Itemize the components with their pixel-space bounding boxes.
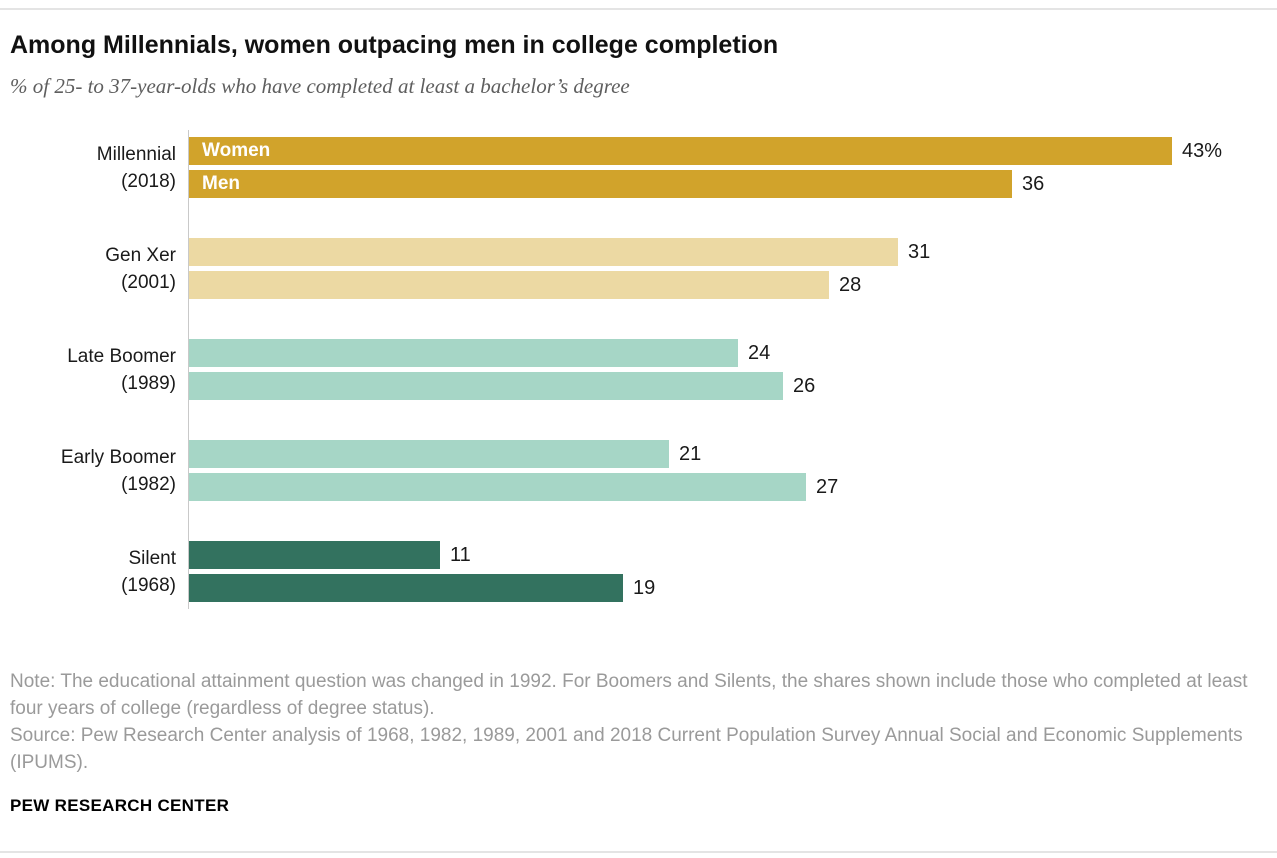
brand-footer: PEW RESEARCH CENTER — [10, 796, 230, 815]
bar-value-label: 43% — [1182, 139, 1223, 162]
bar-value-label: 31 — [908, 240, 931, 263]
note-text: Note: The educational attainment questio… — [10, 671, 1248, 719]
chart-group-row: Millennial (2018) Women 43% Men 36 — [10, 137, 1265, 198]
bottom-rule — [0, 851, 1277, 853]
bar-row: Women 43% — [189, 137, 1265, 165]
series-legend-label: Women — [202, 140, 271, 161]
bar-value-label: 11 — [450, 543, 471, 566]
source-text: Source: Pew Research Center analysis of … — [10, 725, 1243, 773]
bar-men: Men — [189, 170, 1012, 198]
chart-group-row: Silent (1968) 11 19 — [10, 541, 1265, 602]
bar-group: Women 43% Men 36 — [188, 137, 1265, 198]
chart: Millennial (2018) Women 43% Men 36 Gen Xer (200… — [10, 130, 1265, 609]
bar-men — [189, 271, 829, 299]
bar-women — [189, 238, 898, 266]
category-label-line: (1968) — [121, 574, 176, 596]
bar-row: 19 — [189, 574, 1265, 602]
series-legend-label: Men — [202, 173, 240, 194]
bar-row: 26 — [189, 372, 1265, 400]
chart-title: Among Millennials, women outpacing men i… — [10, 31, 779, 59]
bar-women — [189, 339, 738, 367]
category-label-line: (2001) — [121, 271, 176, 293]
bar-value-label: 36 — [1022, 172, 1045, 195]
category-label-line: Silent — [128, 547, 176, 569]
category-label: Millennial (2018) — [10, 141, 188, 195]
bar-women: Women — [189, 137, 1172, 165]
bar-men — [189, 574, 623, 602]
bar-row: 24 — [189, 339, 1265, 367]
y-axis-line — [188, 130, 189, 609]
bar-value-label: 26 — [793, 374, 816, 397]
category-label-line: (2018) — [121, 170, 176, 192]
category-label: Gen Xer (2001) — [10, 242, 188, 296]
bar-group: 24 26 — [188, 339, 1265, 400]
chart-group-row: Gen Xer (2001) 31 28 — [10, 238, 1265, 299]
bar-value-label: 19 — [633, 576, 656, 599]
bar-men — [189, 473, 806, 501]
category-label-line: Early Boomer — [60, 446, 176, 468]
bar-row: 27 — [189, 473, 1265, 501]
chart-group-row: Late Boomer (1989) 24 26 — [10, 339, 1265, 400]
bar-women — [189, 440, 669, 468]
bar-value-label: 28 — [839, 273, 862, 296]
bar-men — [189, 372, 783, 400]
notes-block: Note: The educational attainment questio… — [10, 668, 1265, 776]
bar-row: 21 — [189, 440, 1265, 468]
category-label: Silent (1968) — [10, 545, 188, 599]
category-label-line: (1982) — [121, 473, 176, 495]
bar-row: 28 — [189, 271, 1265, 299]
category-label-line: Late Boomer — [67, 345, 176, 367]
bar-row: 11 — [189, 541, 1265, 569]
bar-value-label: 21 — [679, 442, 702, 465]
bar-row: 31 — [189, 238, 1265, 266]
bar-women — [189, 541, 440, 569]
bar-value-label: 27 — [816, 475, 839, 498]
category-label: Early Boomer (1982) — [10, 444, 188, 498]
category-label-line: Millennial — [96, 143, 176, 165]
bar-group: 31 28 — [188, 238, 1265, 299]
category-label-line: Gen Xer — [105, 244, 176, 266]
category-label-line: (1989) — [121, 372, 176, 394]
top-rule — [0, 8, 1277, 10]
infographic: Among Millennials, women outpacing men i… — [10, 31, 1265, 815]
chart-groups: Millennial (2018) Women 43% Men 36 Gen Xer (200… — [10, 137, 1265, 602]
bar-group: 21 27 — [188, 440, 1265, 501]
bar-group: 11 19 — [188, 541, 1265, 602]
chart-subtitle: % of 25- to 37-year-olds who have comple… — [10, 74, 630, 98]
bar-value-label: 24 — [748, 341, 771, 364]
category-label: Late Boomer (1989) — [10, 343, 188, 397]
chart-group-row: Early Boomer (1982) 21 27 — [10, 440, 1265, 501]
bar-row: Men 36 — [189, 170, 1265, 198]
